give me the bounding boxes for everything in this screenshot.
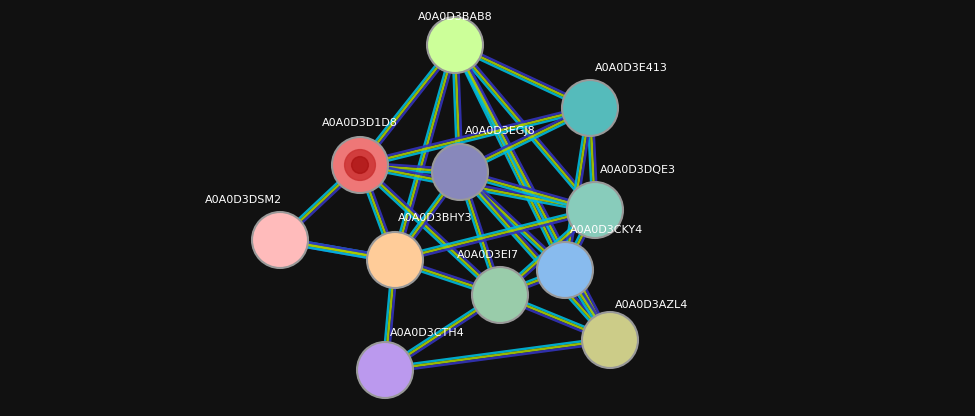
Text: A0A0D3EGJ8: A0A0D3EGJ8 [465, 126, 535, 136]
Circle shape [352, 156, 369, 173]
Text: A0A0D3AZL4: A0A0D3AZL4 [615, 300, 688, 310]
Circle shape [582, 312, 638, 368]
Circle shape [344, 150, 375, 181]
Circle shape [472, 267, 528, 323]
Text: A0A0D3CTH4: A0A0D3CTH4 [390, 328, 465, 338]
Circle shape [252, 212, 308, 268]
Text: A0A0D3E413: A0A0D3E413 [595, 63, 668, 73]
Circle shape [367, 232, 423, 288]
Text: A0A0D3EI7: A0A0D3EI7 [457, 250, 519, 260]
Circle shape [357, 342, 413, 398]
Text: A0A0D3CKY4: A0A0D3CKY4 [570, 225, 644, 235]
Text: A0A0D3DQE3: A0A0D3DQE3 [600, 165, 676, 175]
Text: A0A0D3DSM2: A0A0D3DSM2 [205, 195, 282, 205]
Circle shape [427, 17, 483, 73]
Text: A0A0D3BAB8: A0A0D3BAB8 [417, 12, 492, 22]
Circle shape [332, 137, 388, 193]
Text: A0A0D3D1D8: A0A0D3D1D8 [322, 118, 398, 128]
Text: A0A0D3BHY3: A0A0D3BHY3 [398, 213, 473, 223]
Circle shape [537, 242, 593, 298]
Circle shape [562, 80, 618, 136]
Circle shape [567, 182, 623, 238]
Circle shape [432, 144, 488, 200]
